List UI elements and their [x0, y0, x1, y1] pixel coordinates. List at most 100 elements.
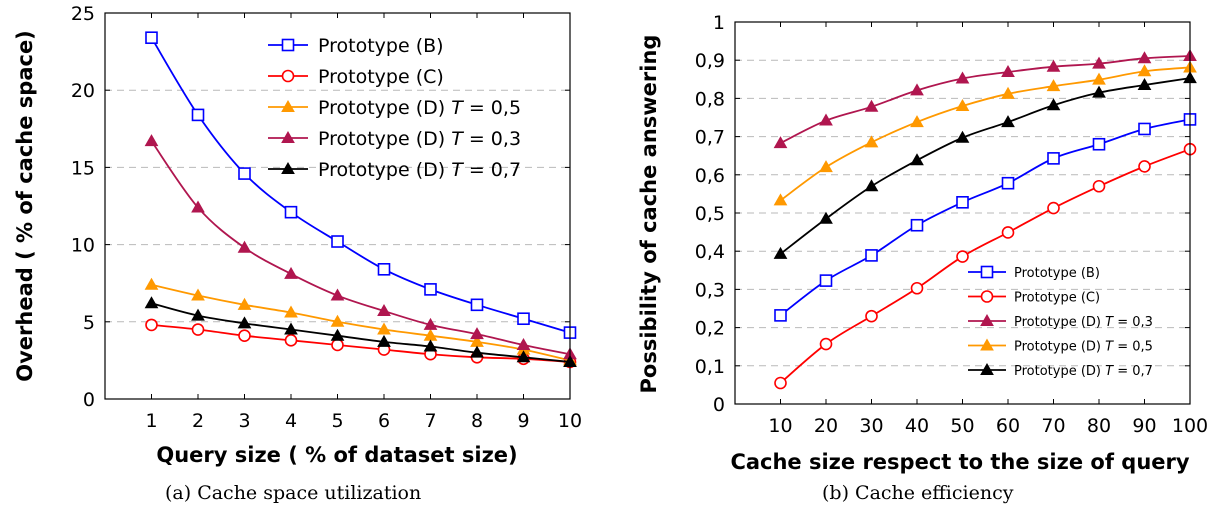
- legend-label: Prototype (D) T = 0,7: [1014, 364, 1153, 379]
- legend: Prototype (B) Prototype (C) Prototype (D) …: [268, 35, 521, 181]
- data-point: [1001, 176, 1015, 190]
- data-point: [1001, 86, 1015, 99]
- series-line: [779, 77, 1191, 255]
- legend-swatch-marker: [980, 362, 994, 375]
- data-point: [773, 246, 788, 259]
- data-point: [330, 314, 345, 327]
- legend-label: Prototype (D) T = 0,5: [318, 97, 521, 119]
- x-tick-label: 100: [1172, 415, 1208, 437]
- legend-label: Prototype (B): [1014, 266, 1100, 281]
- data-point: [191, 323, 205, 336]
- data-point: [331, 235, 344, 248]
- data-point: [237, 240, 252, 253]
- x-tick-label: 7: [424, 410, 436, 432]
- y-tick-label: 5: [83, 312, 95, 334]
- data-point: [1001, 65, 1015, 78]
- x-tick-label: 8: [471, 410, 483, 432]
- x-tick-label: 6: [378, 410, 390, 432]
- y-tick-label: 0,6: [695, 165, 725, 187]
- data-point: [144, 134, 159, 147]
- x-axis-label: Cache size respect to the size of query: [730, 450, 1189, 474]
- data-point: [910, 218, 924, 232]
- y-tick-label: 20: [71, 80, 95, 102]
- data-point: [284, 322, 298, 335]
- series-line: [780, 55, 1191, 144]
- series-prototype-d-t-0-7: [144, 296, 577, 367]
- data-point: [191, 288, 205, 301]
- legend-swatch-marker: [980, 313, 994, 326]
- data-point: [377, 303, 391, 316]
- x-tick-label: 30: [859, 415, 883, 437]
- data-point: [331, 338, 344, 352]
- data-point: [144, 296, 159, 309]
- data-point: [864, 135, 879, 148]
- y-tick-label: 0,3: [695, 279, 725, 301]
- data-point: [1137, 64, 1152, 77]
- data-point: [330, 328, 345, 341]
- legend-swatch-marker: [281, 130, 295, 143]
- data-point: [1137, 51, 1152, 64]
- data-point: [910, 153, 924, 166]
- data-point: [423, 317, 438, 330]
- data-point: [516, 350, 531, 363]
- y-tick-label: 0,1: [695, 356, 725, 378]
- x-tick-label: 2: [192, 410, 204, 432]
- y-tick-label: 0,7: [695, 127, 725, 149]
- series-line: [150, 140, 571, 356]
- data-point: [1047, 201, 1060, 215]
- x-tick-label: 4: [285, 410, 297, 432]
- data-point: [774, 376, 787, 390]
- y-tick-label: 0,8: [695, 88, 725, 110]
- data-point: [423, 339, 438, 352]
- legend-swatch-marker: [281, 69, 295, 83]
- data-point: [1046, 79, 1061, 92]
- data-point: [145, 31, 158, 45]
- x-tick-label: 5: [331, 410, 343, 432]
- data-point: [865, 309, 878, 323]
- data-point: [819, 274, 833, 287]
- x-tick-label: 60: [996, 415, 1020, 437]
- y-tick-label: 0,4: [695, 241, 725, 263]
- legend-swatch-marker: [281, 161, 295, 174]
- y-tick-label: 0,5: [695, 203, 725, 225]
- legend-swatch-marker: [980, 338, 994, 351]
- x-tick-label: 9: [517, 410, 529, 432]
- series-line: [779, 148, 1191, 384]
- plot-frame: [104, 12, 571, 400]
- data-point: [1137, 78, 1152, 91]
- data-point: [191, 108, 205, 122]
- data-point: [955, 99, 970, 112]
- data-point: [238, 329, 251, 342]
- series-line: [779, 66, 1191, 202]
- data-point: [1046, 98, 1061, 111]
- y-tick-label: 0: [713, 394, 725, 416]
- data-point: [377, 334, 391, 347]
- x-tick-label: 20: [814, 415, 838, 437]
- x-tick-label: 1: [145, 410, 157, 432]
- legend-swatch-marker: [281, 38, 295, 52]
- data-point: [238, 167, 251, 180]
- y-axis-label: Possibility of cache answering: [637, 35, 661, 394]
- plot-frame: [734, 21, 1191, 405]
- x-tick-label: 3: [238, 410, 250, 432]
- legend: Prototype (B) Prototype (C) Prototype (D) …: [968, 265, 1153, 379]
- data-point: [819, 160, 833, 173]
- data-point: [470, 298, 484, 312]
- data-point: [424, 283, 437, 296]
- y-tick-label: 0,2: [695, 318, 725, 340]
- x-tick-label: 90: [1132, 415, 1156, 437]
- x-tick-label: 10: [768, 415, 792, 437]
- series-line: [151, 283, 571, 362]
- data-point: [145, 318, 158, 332]
- data-point: [284, 205, 298, 219]
- data-point: [1047, 152, 1060, 165]
- data-point: [470, 327, 484, 340]
- data-point: [284, 266, 298, 279]
- legend-swatch-marker: [980, 290, 994, 303]
- x-axis-label: Query size ( % of dataset size): [156, 443, 517, 467]
- legend-swatch-marker: [281, 99, 295, 112]
- data-point: [237, 316, 252, 329]
- data-point: [1046, 59, 1061, 72]
- data-point: [144, 277, 159, 290]
- data-point: [864, 99, 879, 112]
